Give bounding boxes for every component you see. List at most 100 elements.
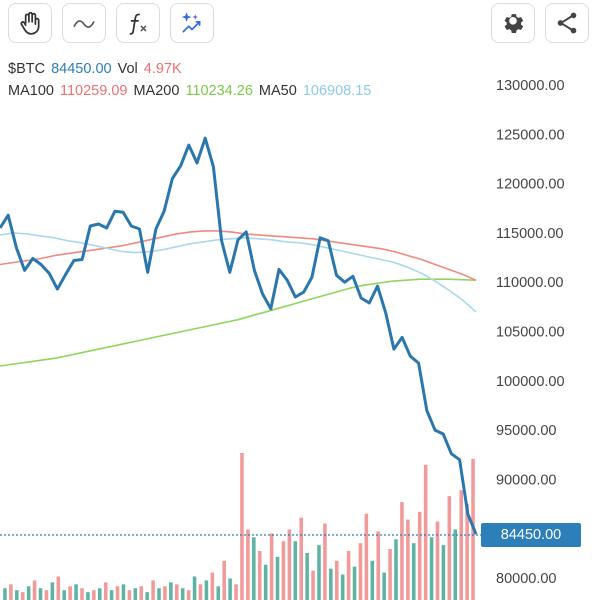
y-tick-label: 80000.00: [496, 571, 556, 587]
volume-bar: [133, 588, 138, 600]
series-lines: [0, 136, 481, 536]
vol-label: Vol: [117, 61, 138, 77]
volume-bar: [263, 564, 268, 600]
volume-bar: [32, 580, 37, 600]
ma100-value: 110259.09: [59, 83, 128, 99]
volume-bar: [44, 590, 49, 600]
volume-bar: [252, 537, 256, 600]
y-axis-ticks: 130000.00 125000.00 120000.00 115000.00 1100…: [496, 78, 565, 587]
y-tick-label: 130000.00: [496, 78, 565, 94]
volume-bar: [210, 572, 215, 600]
ma50-value: 106908.15: [302, 83, 372, 99]
volume-bar: [26, 586, 31, 600]
volume-bar: [228, 578, 232, 600]
ma50-label: MA50: [258, 83, 297, 99]
volume-bar: [74, 584, 78, 600]
volume-bar: [269, 533, 274, 600]
line-tool-button[interactable]: [62, 3, 106, 43]
y-tick-label: 120000.00: [496, 177, 565, 193]
volume-bar: [62, 590, 66, 600]
volume-bar: [163, 586, 167, 600]
volume-bar: [56, 576, 61, 600]
volume-bar: [400, 502, 404, 600]
settings-button[interactable]: [491, 3, 535, 43]
volume-bar: [382, 572, 386, 600]
volume-bar: [275, 556, 280, 600]
volume-bar: [204, 580, 209, 600]
volume-bar: [103, 582, 108, 600]
volume-bar: [323, 523, 327, 600]
y-tick-label: 95000.00: [496, 423, 556, 439]
volume-bar: [334, 560, 339, 600]
y-tick-label: 100000.00: [496, 374, 565, 390]
ma200-line: [0, 278, 477, 367]
volume-bar: [246, 529, 250, 600]
volume-bar: [15, 590, 19, 600]
volume-bar: [346, 551, 351, 600]
ai-button[interactable]: [170, 3, 214, 43]
ticker-info: $BTC 84450.00 Vol 4.97K: [8, 61, 188, 77]
volume-bar: [358, 543, 363, 600]
ma200-value: 110234.26: [185, 83, 253, 99]
volume-bar: [388, 549, 392, 600]
ticker-symbol: $BTC: [8, 61, 46, 77]
volume-bar: [317, 545, 321, 600]
volume-bar: [38, 588, 43, 600]
volume-bar: [192, 576, 197, 600]
ma100-line: [0, 230, 477, 281]
function-icon: [129, 13, 147, 35]
ma200-label: MA200: [133, 83, 180, 99]
y-tick-label: 125000.00: [496, 127, 565, 143]
current-price-label: 84450.00: [481, 523, 581, 547]
price-line: [0, 136, 478, 535]
volume-bar: [240, 453, 244, 600]
volume-bar: [20, 592, 25, 600]
vol-value: 4.97K: [143, 61, 182, 77]
share-button[interactable]: [545, 3, 589, 43]
volume-bar: [157, 588, 161, 600]
volume-bar: [352, 566, 357, 600]
volume-bar: [257, 551, 262, 600]
volume-bar: [175, 584, 179, 600]
volume-bar: [453, 529, 458, 600]
y-tick-label: 105000.00: [496, 325, 565, 341]
volume-bar: [222, 560, 226, 600]
ma-info: MA100 110259.09 MA200 110234.26 MA50 10690…: [8, 83, 377, 99]
volume-bar: [281, 541, 286, 600]
volume-bar: [9, 584, 13, 600]
volume-bars: [3, 453, 475, 600]
volume-bar: [180, 588, 185, 600]
volume-bar: [447, 496, 452, 600]
ticker-price: 84450.00: [51, 61, 112, 77]
volume-bar: [417, 511, 422, 600]
volume-bar: [186, 590, 191, 600]
volume-bar: [435, 521, 440, 600]
y-tick-label: 115000.00: [496, 226, 563, 242]
volume-bar: [109, 590, 114, 600]
volume-bar: [287, 529, 292, 600]
y-tick-label: 110000.00: [496, 275, 563, 291]
volume-bar: [305, 552, 309, 600]
volume-bar: [139, 586, 144, 600]
volume-bar: [3, 588, 7, 600]
volume-bar: [293, 541, 298, 600]
volume-bar: [329, 568, 333, 600]
volume-bar: [50, 582, 55, 600]
function-button[interactable]: [116, 3, 160, 43]
volume-bar: [68, 586, 72, 600]
wave-icon: [73, 20, 95, 28]
volume-bar: [145, 592, 149, 600]
volume-bar: [423, 464, 428, 600]
volume-bar: [115, 586, 120, 600]
volume-bar: [299, 517, 303, 600]
volume-bar: [92, 590, 96, 600]
volume-bar: [97, 588, 102, 600]
volume-bar: [340, 574, 345, 600]
gear-icon: [504, 14, 524, 33]
volume-bar: [370, 560, 375, 600]
hand-tool-button[interactable]: [8, 3, 52, 43]
volume-bar: [169, 582, 173, 600]
volume-bar: [459, 490, 463, 600]
volume-bar: [216, 586, 221, 600]
